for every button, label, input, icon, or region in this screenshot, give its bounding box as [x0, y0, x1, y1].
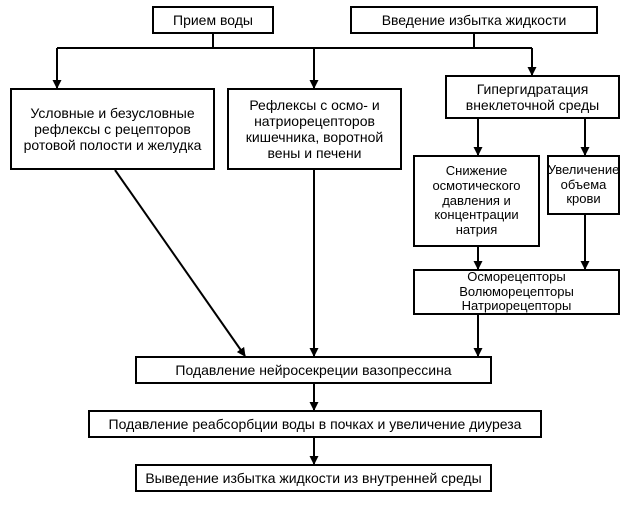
node-n3: Условные и безусловные рефлексы с рецепт… [10, 88, 215, 170]
node-n5: Гипергидратация внеклеточной среды [445, 75, 620, 119]
node-n8: Осморецепторы Волюморецепторы Натриореце… [413, 269, 620, 315]
edge-12 [115, 170, 245, 356]
node-n11: Выведение избытка жидкости из внутренней… [135, 464, 492, 492]
node-n1: Прием воды [152, 6, 274, 34]
node-n10: Подавление реабсорбции воды в почках и у… [88, 410, 542, 438]
node-n9: Подавление нейросекреции вазопрессина [135, 356, 492, 384]
flowchart-stage: Прием воды Введение избытка жидкости Услов… [0, 0, 628, 507]
node-n2: Введение избытка жидкости [350, 6, 598, 34]
node-n7: Увеличение объема крови [547, 155, 620, 215]
node-n6: Снижение осмотического давления и концен… [413, 155, 540, 247]
node-n4: Рефлексы с осмо- и натриорецепторов кише… [227, 88, 402, 170]
